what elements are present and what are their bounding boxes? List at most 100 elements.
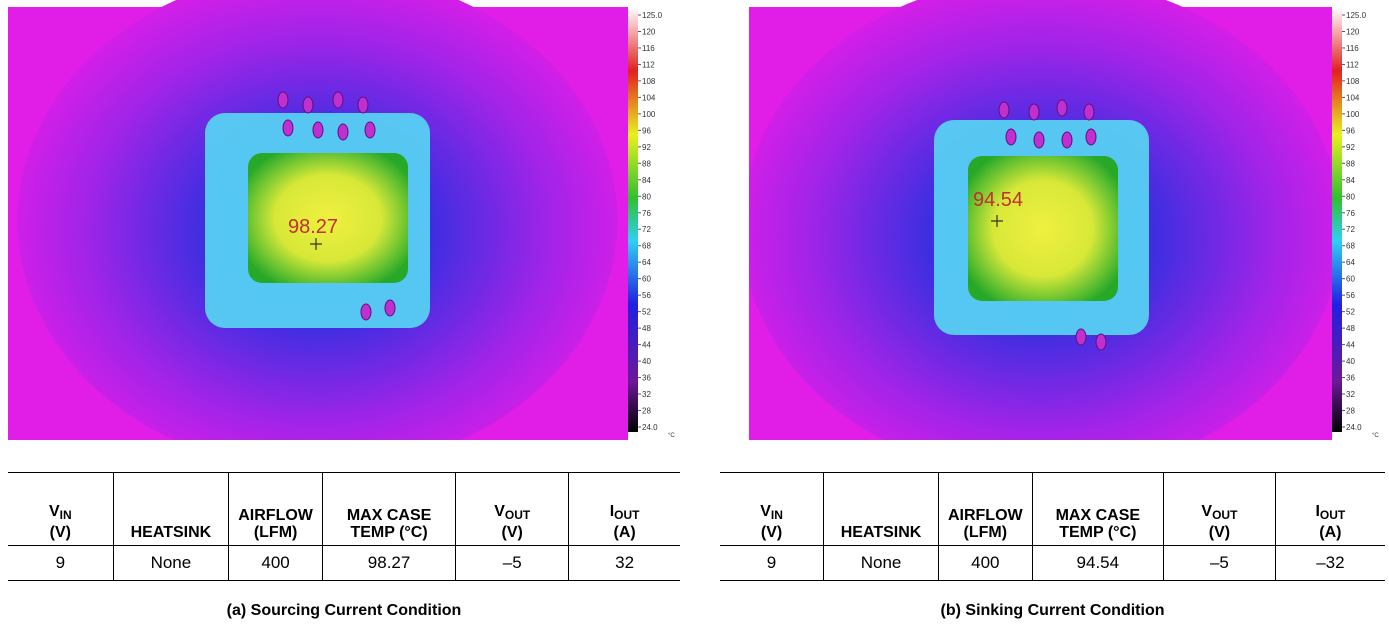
- scale-label: 88: [642, 159, 651, 168]
- header-cell: VIN (V): [8, 473, 113, 546]
- hot-spot: [1096, 334, 1106, 350]
- scale-label: 112: [1346, 60, 1359, 69]
- scale-label: 24.0: [1346, 423, 1362, 432]
- page: 98.27125.0120116112108104100969288848076…: [0, 0, 1389, 633]
- hot-spot: [313, 122, 323, 138]
- data-cell: –5: [1164, 546, 1276, 581]
- header-cell: IOUT(A): [569, 473, 680, 546]
- scale-label: 72: [1346, 225, 1355, 234]
- data-cell: 9: [720, 546, 824, 581]
- scale-label: 116: [1346, 44, 1359, 53]
- hot-spot: [385, 300, 395, 316]
- caption: (b) Sinking Current Condition: [720, 602, 1385, 620]
- hot-spot: [338, 124, 348, 140]
- header-cell: HEATSINK: [824, 473, 939, 546]
- header-text: MAX CASE: [347, 507, 431, 524]
- scale-label: 100: [1346, 110, 1360, 119]
- data-cell: 400: [229, 546, 323, 581]
- data-cell: –32: [1275, 546, 1385, 581]
- header-text: V: [49, 503, 60, 520]
- data-cell: 9: [8, 546, 113, 581]
- header-unit: (V): [761, 524, 782, 541]
- header-unit: (V): [50, 524, 71, 541]
- header-sub: IN: [771, 508, 783, 522]
- scale-label: 72: [642, 225, 651, 234]
- hot-spot: [1062, 132, 1072, 148]
- scale-label: 40: [642, 357, 651, 366]
- header-sub: OUT: [614, 508, 639, 522]
- scale-label: 125.0: [1346, 11, 1367, 20]
- scale-label: 120: [642, 27, 656, 36]
- scale-label: 32: [642, 390, 651, 399]
- header-text: AIRFLOW: [948, 507, 1023, 524]
- header-cell: AIRFLOW(LFM): [939, 473, 1033, 546]
- hot-spot: [1006, 129, 1016, 145]
- hot-spot: [1057, 100, 1067, 116]
- scale-label: 92: [1346, 143, 1355, 152]
- header-cell: VIN (V): [720, 473, 824, 546]
- scale-label: 40: [1346, 357, 1355, 366]
- header-sub: IN: [60, 508, 72, 522]
- data-cell: 98.27: [323, 546, 456, 581]
- header-sub: OUT: [1320, 508, 1345, 522]
- hot-spot: [1084, 104, 1094, 120]
- scale-label: 96: [642, 126, 651, 135]
- scale-label: 52: [1346, 308, 1355, 317]
- scale-label: 104: [1346, 93, 1360, 102]
- header-cell: AIRFLOW(LFM): [229, 473, 323, 546]
- scale-label: 80: [1346, 192, 1355, 201]
- header-cell: HEATSINK: [113, 473, 229, 546]
- header-text: HEATSINK: [841, 524, 922, 541]
- hot-spot: [1029, 104, 1039, 120]
- scale-label: 44: [1346, 341, 1355, 350]
- thermal-image: 98.27125.0120116112108104100969288848076…: [8, 0, 688, 440]
- header-unit: (LFM): [964, 524, 1008, 541]
- marker-label: 98.27: [288, 216, 338, 238]
- scale-label: 104: [642, 93, 656, 102]
- header-text: HEATSINK: [131, 524, 212, 541]
- scale-label: 48: [1346, 324, 1355, 333]
- scale-label: 84: [1346, 176, 1355, 185]
- scale-label: 92: [642, 143, 651, 152]
- header-text: AIRFLOW: [238, 507, 313, 524]
- data-cell: 32: [569, 546, 680, 581]
- hot-spot: [283, 120, 293, 136]
- scale-label: 125.0: [642, 11, 663, 20]
- scale-label: 64: [642, 258, 651, 267]
- scale-label: 80: [642, 192, 651, 201]
- hot-spot: [278, 92, 288, 108]
- scale-label: 60: [1346, 275, 1355, 284]
- header-sub: OUT: [505, 508, 530, 522]
- color-scale: [628, 7, 638, 432]
- scale-label: 108: [1346, 77, 1360, 86]
- scale-unit: °C: [1372, 433, 1379, 439]
- data-cell: None: [824, 546, 939, 581]
- header-sub: OUT: [1212, 508, 1237, 522]
- scale-label: 48: [642, 324, 651, 333]
- header-text: MAX CASE: [1056, 507, 1140, 524]
- header-unit: (LFM): [254, 524, 298, 541]
- thermal-image: 94.54125.0120116112108104100969288848076…: [749, 0, 1389, 440]
- scale-label: 36: [642, 374, 651, 383]
- data-cell: –5: [456, 546, 569, 581]
- scale-label: 88: [1346, 159, 1355, 168]
- header-text: V: [494, 503, 505, 520]
- scale-label: 52: [642, 308, 651, 317]
- hot-spot: [1076, 329, 1086, 345]
- scale-label: 84: [642, 176, 651, 185]
- scale-label: 24.0: [642, 423, 658, 432]
- header-unit: TEMP (°C): [1059, 524, 1136, 541]
- scale-label: 108: [642, 77, 656, 86]
- header-text: V: [760, 503, 771, 520]
- scale-label: 56: [642, 291, 651, 300]
- scale-label: 36: [1346, 374, 1355, 383]
- header-cell: MAX CASETEMP (°C): [323, 473, 456, 546]
- hot-spot: [358, 97, 368, 113]
- header-cell: VOUT(V): [456, 473, 569, 546]
